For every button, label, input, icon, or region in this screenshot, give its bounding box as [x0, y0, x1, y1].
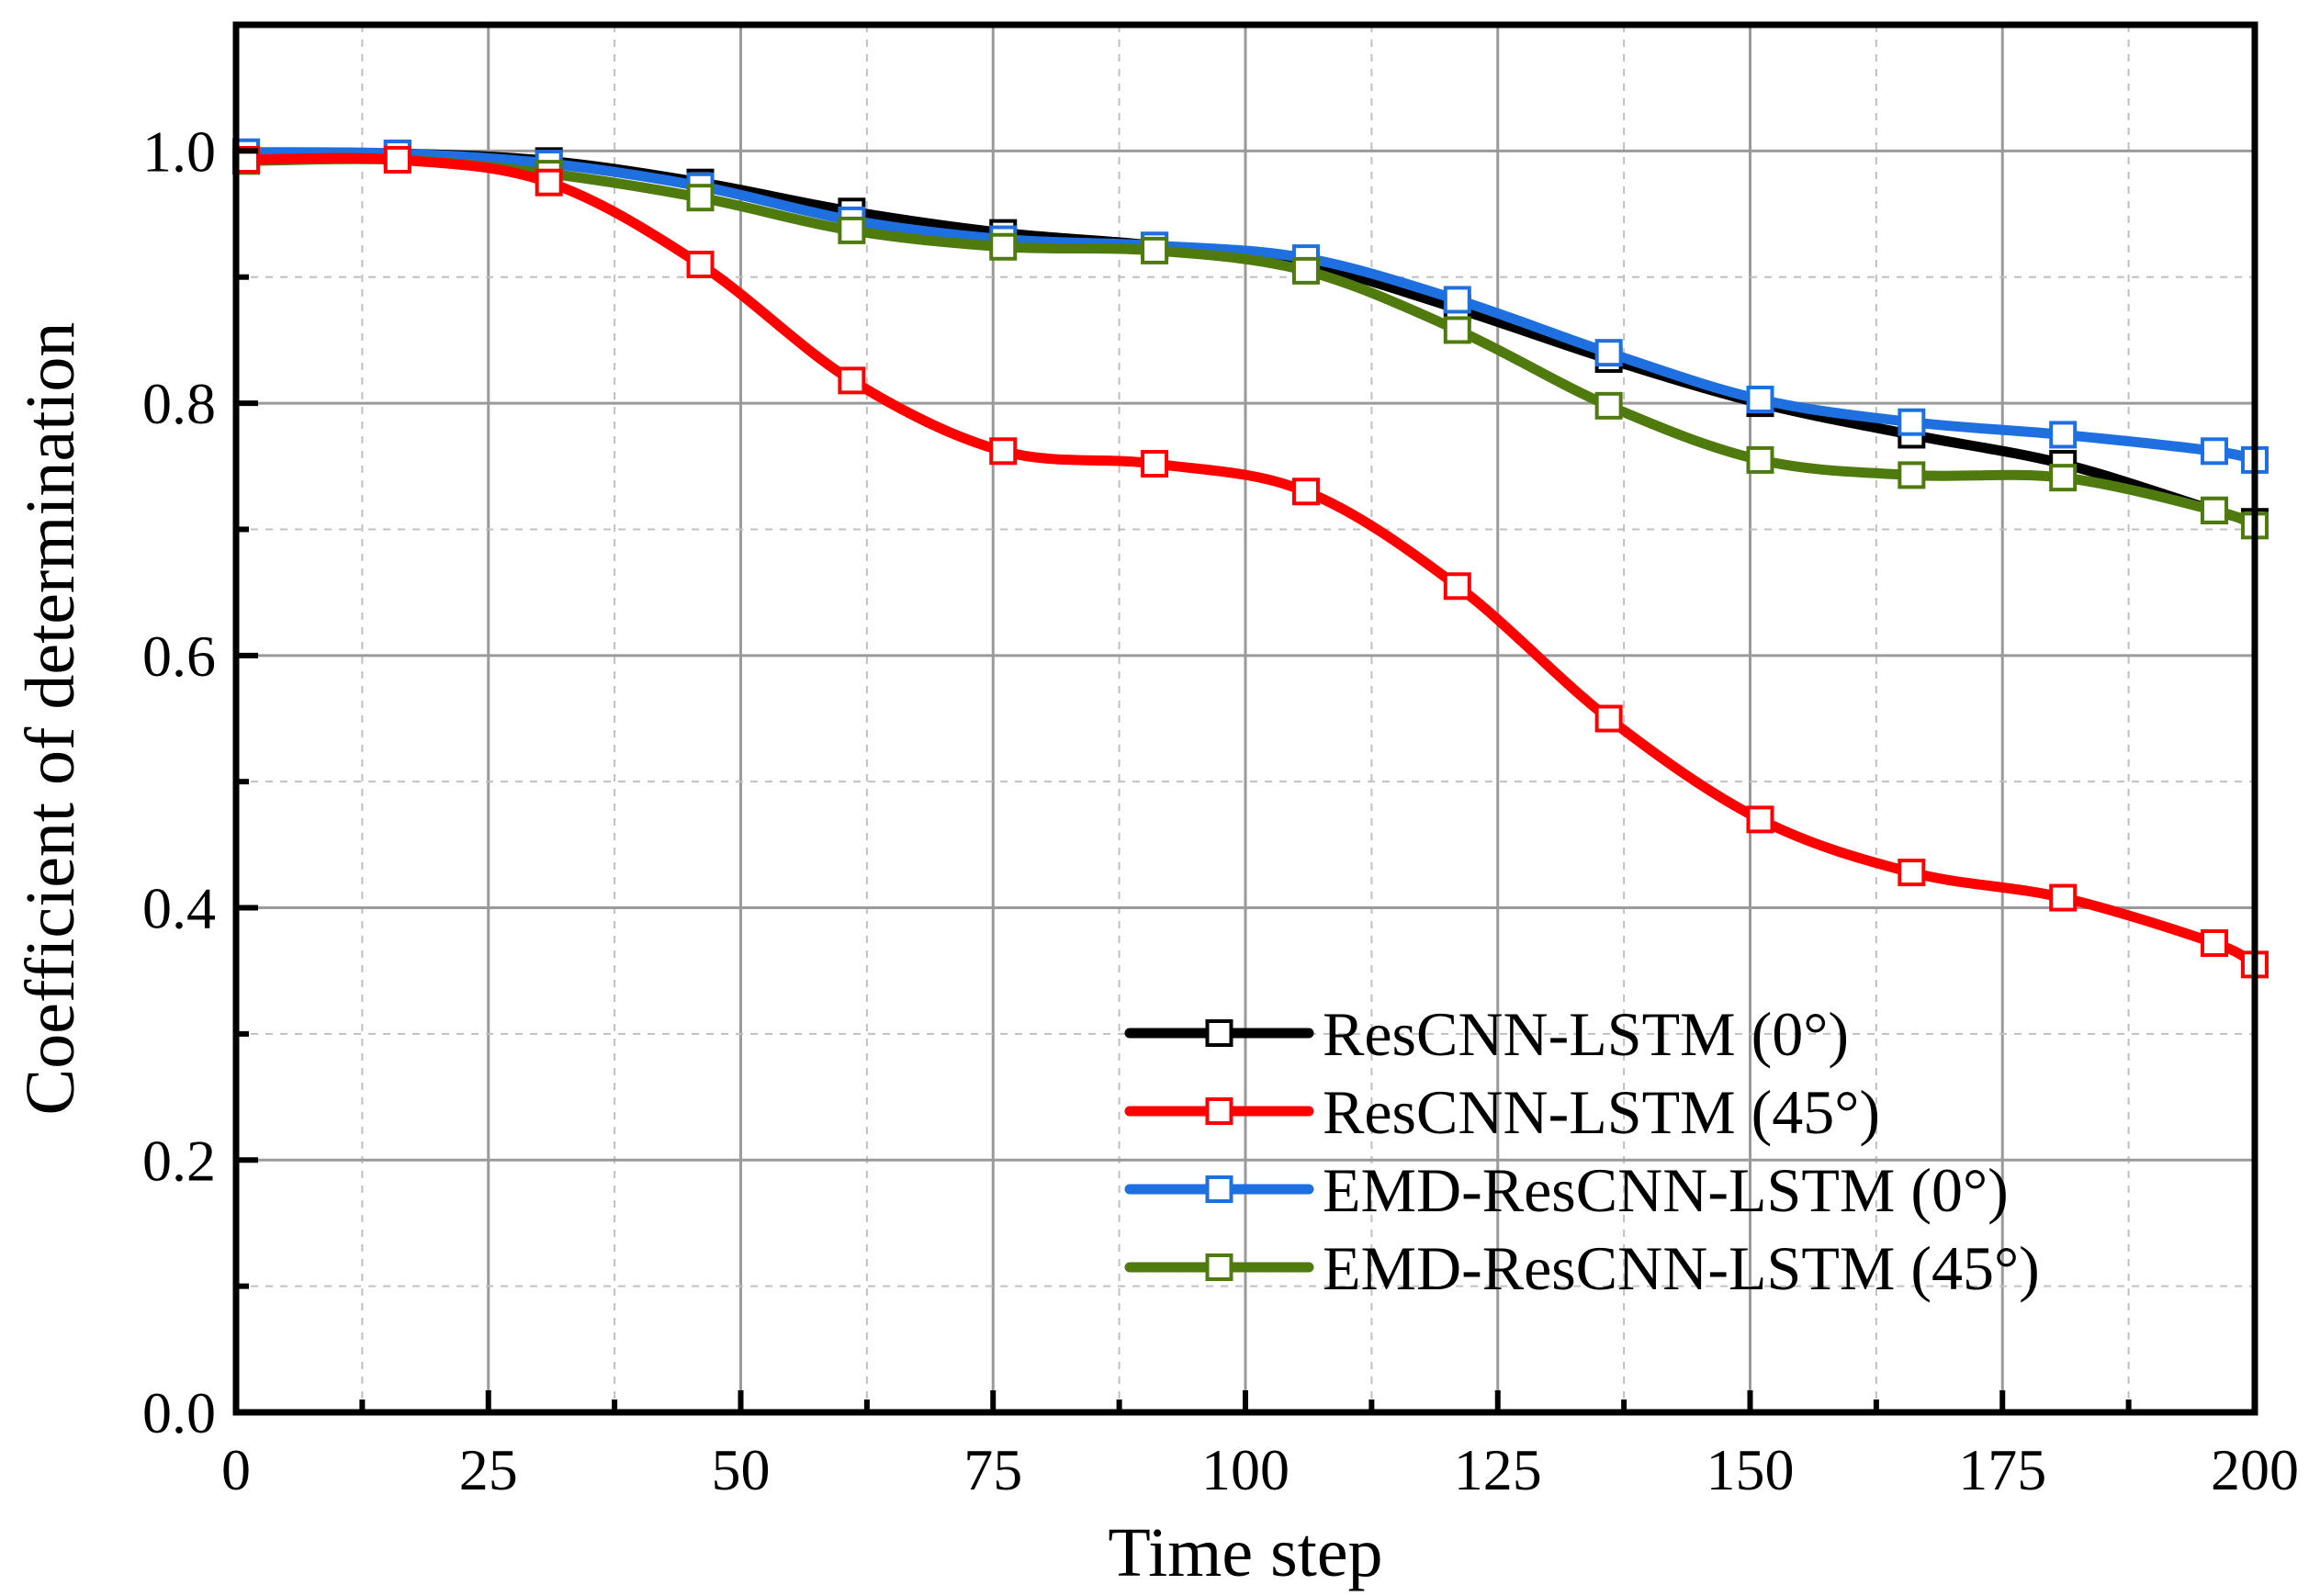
- x-tick-label: 150: [1706, 1437, 1795, 1502]
- legend: ResCNN-LSTM (0°) ResCNN-LSTM (45°) EMD-Res…: [1124, 999, 2040, 1303]
- data-point: [535, 168, 563, 197]
- legend-label: ResCNN-LSTM (0°): [1323, 999, 1849, 1069]
- y-tick-label: 0.8: [142, 371, 216, 436]
- data-point: [1291, 256, 1320, 285]
- series-layer: [231, 138, 2269, 979]
- series-line: [241, 153, 2260, 531]
- x-tick-label: 25: [459, 1437, 518, 1502]
- data-point: [1746, 385, 1774, 413]
- data-point: [686, 184, 715, 212]
- legend-item: ResCNN-LSTM (45°): [1124, 1077, 1880, 1147]
- legend-label: ResCNN-LSTM (45°): [1323, 1077, 1880, 1147]
- legend-item: EMD-ResCNN-LSTM (0°): [1124, 1155, 2009, 1225]
- legend-marker: [1205, 1097, 1233, 1125]
- data-point: [1443, 316, 1471, 344]
- data-point: [838, 366, 866, 395]
- data-point: [1141, 236, 1169, 264]
- x-tick-label: 175: [1958, 1437, 2046, 1502]
- data-point: [838, 216, 866, 244]
- x-tick-label: 200: [2211, 1437, 2299, 1502]
- series-2: [231, 145, 2269, 979]
- data-point: [1443, 286, 1471, 314]
- data-point: [2049, 883, 2078, 912]
- data-point: [1594, 704, 1623, 733]
- x-tick-label: 75: [963, 1437, 1022, 1502]
- data-point: [686, 250, 715, 278]
- data-point: [989, 437, 1018, 466]
- legend-label: EMD-ResCNN-LSTM (0°): [1323, 1155, 2009, 1225]
- legend-marker: [1205, 1253, 1233, 1281]
- data-point: [2201, 496, 2229, 524]
- x-axis-title: Time step: [1108, 1514, 1382, 1591]
- data-point: [1594, 339, 1623, 367]
- data-point: [1594, 391, 1623, 420]
- series-line: [241, 152, 2260, 970]
- axis-ticks: 0 25 50 75 100 125 150 175 200 0.0 0.2 0.4 0.6 0.8 1.0: [142, 22, 2299, 1502]
- y-tick-label: 0.0: [142, 1380, 216, 1445]
- legend-item: EMD-ResCNN-LSTM (45°): [1124, 1233, 2040, 1303]
- y-tick-label: 1.0: [142, 118, 216, 184]
- data-point: [1898, 859, 1926, 887]
- y-axis-title: Coefficient of determination: [12, 322, 89, 1116]
- legend-marker: [1205, 1019, 1233, 1047]
- data-point: [1898, 461, 1926, 489]
- legend-marker: [1205, 1175, 1233, 1203]
- series-line: [241, 147, 2260, 466]
- data-point: [2049, 464, 2078, 492]
- x-tick-label: 100: [1201, 1437, 1290, 1502]
- data-point: [1443, 572, 1471, 601]
- x-tick-label: 125: [1454, 1437, 1542, 1502]
- data-point: [1291, 478, 1320, 506]
- data-point: [1746, 805, 1774, 834]
- data-point: [2201, 437, 2229, 466]
- grid: [236, 25, 2255, 1412]
- data-point: [1746, 445, 1774, 474]
- data-point: [1141, 450, 1169, 478]
- y-tick-label: 0.2: [142, 1128, 216, 1193]
- x-tick-label: 50: [712, 1437, 771, 1502]
- y-tick-label: 0.4: [142, 876, 216, 941]
- data-point: [383, 145, 411, 174]
- data-point: [989, 232, 1018, 261]
- x-tick-label: 0: [221, 1437, 251, 1502]
- series-line: [241, 148, 2260, 527]
- y-tick-label: 0.6: [142, 624, 216, 689]
- data-point: [2049, 421, 2078, 449]
- legend-label: EMD-ResCNN-LSTM (45°): [1323, 1233, 2040, 1303]
- data-point: [2201, 929, 2229, 958]
- legend-item: ResCNN-LSTM (0°): [1124, 999, 1849, 1069]
- data-point: [1898, 408, 1926, 436]
